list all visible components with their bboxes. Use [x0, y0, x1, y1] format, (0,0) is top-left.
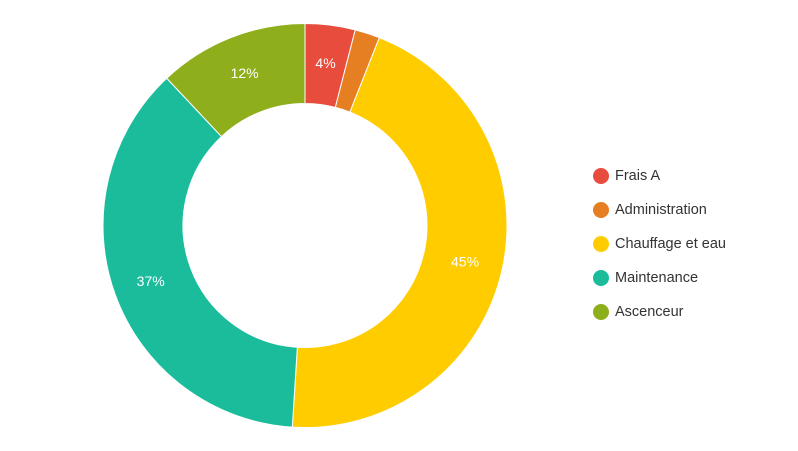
slice-chauffage-et-eau[interactable] [291, 37, 508, 428]
legend-label-frais-a: Frais A [615, 168, 661, 184]
chart-legend: Frais A Administration Chauffage et eau … [593, 159, 726, 329]
legend-label-ascenceur: Ascenceur [615, 304, 684, 320]
legend-label-administration: Administration [615, 202, 707, 218]
legend-item-frais-a[interactable]: Frais A [593, 159, 726, 193]
legend-swatch-maintenance [593, 270, 609, 286]
data-label-chauffage-et-eau: 45% [451, 253, 479, 269]
donut-slices [102, 22, 508, 428]
donut-data-labels: 4% 45% 37% 12% [137, 55, 479, 289]
legend-item-administration[interactable]: Administration [593, 193, 726, 227]
legend-label-maintenance: Maintenance [615, 270, 699, 286]
legend-item-ascenceur[interactable]: Ascenceur [593, 295, 726, 329]
legend-swatch-ascenceur [593, 304, 609, 320]
slice-ascenceur[interactable] [166, 22, 306, 138]
slice-maintenance[interactable] [102, 77, 298, 428]
legend-swatch-frais-a [593, 168, 609, 184]
legend-label-chauffage-et-eau: Chauffage et eau [615, 236, 726, 252]
data-label-ascenceur: 12% [231, 65, 259, 81]
legend-swatch-administration [593, 202, 609, 218]
data-label-maintenance: 37% [137, 273, 165, 289]
legend-item-maintenance[interactable]: Maintenance [593, 261, 726, 295]
legend-item-chauffage-et-eau[interactable]: Chauffage et eau [593, 227, 726, 261]
data-label-frais-a: 4% [315, 55, 335, 71]
legend-swatch-chauffage-et-eau [593, 236, 609, 252]
